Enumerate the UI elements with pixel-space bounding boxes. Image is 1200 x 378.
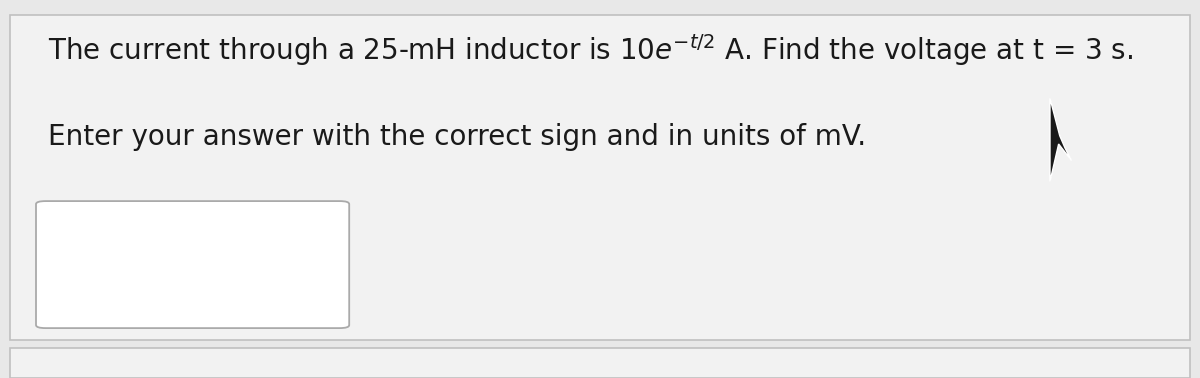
FancyBboxPatch shape — [10, 348, 1190, 378]
Polygon shape — [1050, 98, 1072, 181]
FancyBboxPatch shape — [10, 15, 1190, 340]
Text: Enter your answer with the correct sign and in units of mV.: Enter your answer with the correct sign … — [48, 123, 866, 151]
FancyBboxPatch shape — [36, 201, 349, 328]
Text: The current through a 25-mH inductor is $10e^{-t/2}$ A. Find the voltage at t = : The current through a 25-mH inductor is … — [48, 32, 1133, 68]
